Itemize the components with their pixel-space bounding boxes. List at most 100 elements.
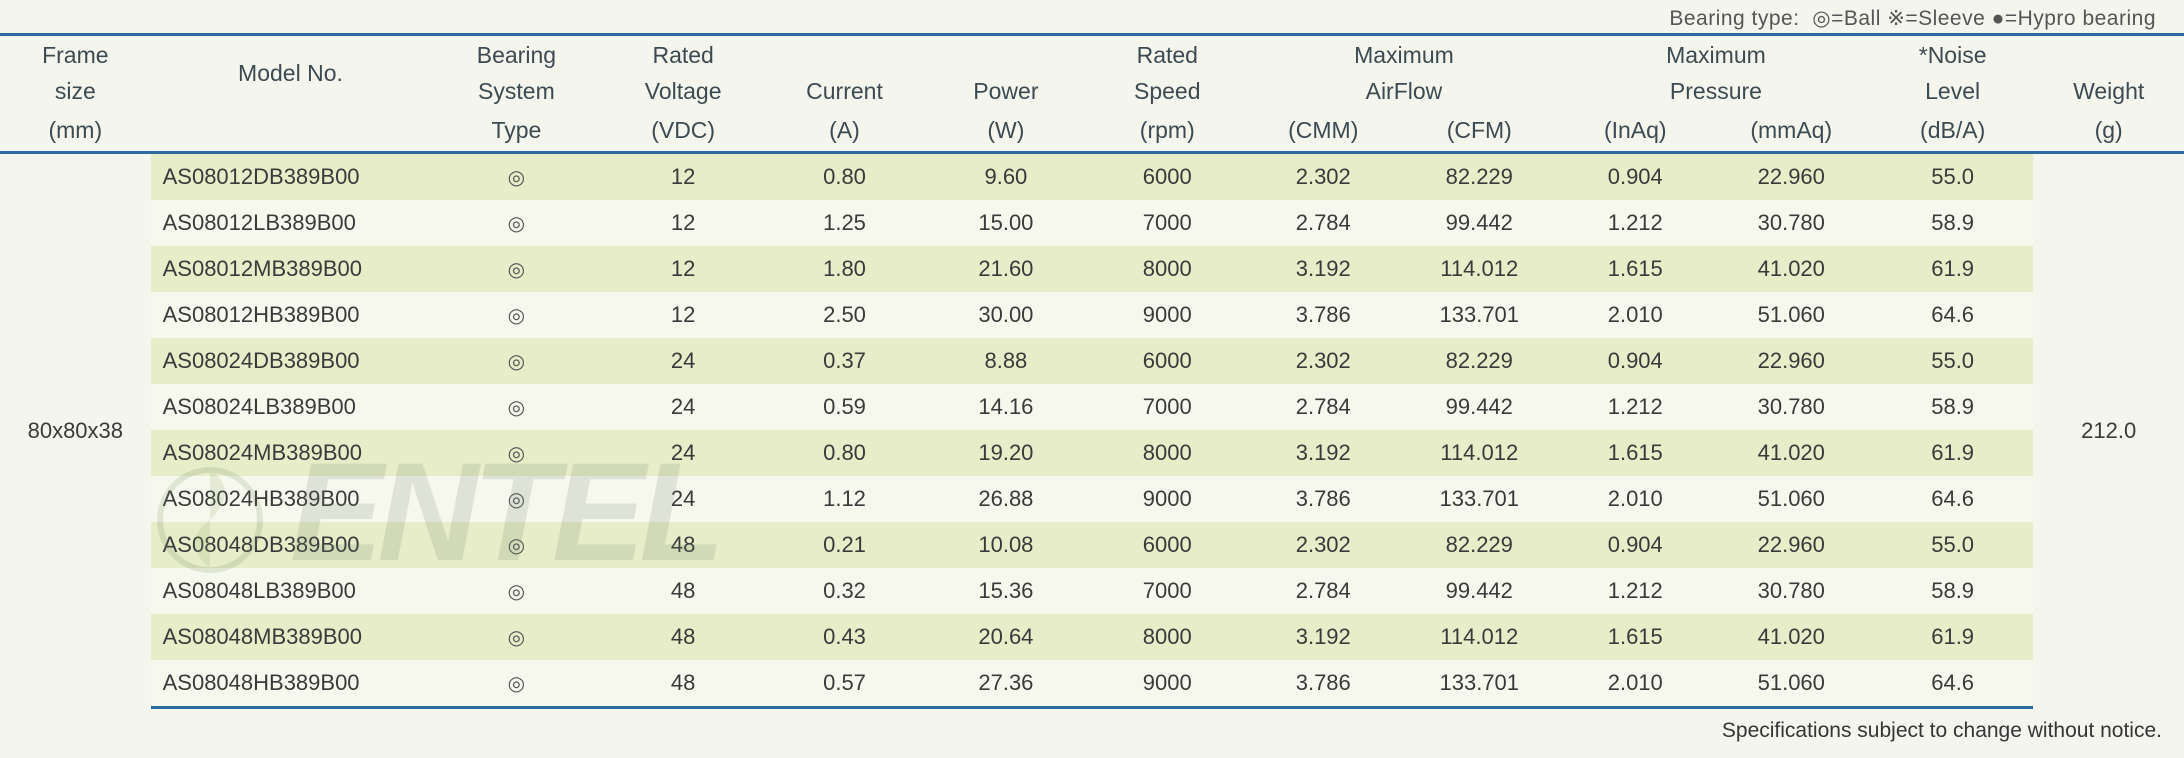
cell-cmm: 2.302 [1248, 152, 1399, 200]
col-noise-unit: (dB/A) [1872, 111, 2033, 152]
cell-speed: 6000 [1087, 338, 1248, 384]
table-row: 80x80x38AS08012DB389B00◎120.809.6060002.… [0, 152, 2184, 200]
cell-noise: 55.0 [1872, 338, 2033, 384]
cell-cfm: 114.012 [1399, 614, 1560, 660]
col-bearing: Bearing System [430, 35, 602, 112]
cell-mmaq: 51.060 [1711, 660, 1872, 708]
ball-bearing-icon: ◎ [508, 397, 525, 419]
cell-mmaq: 41.020 [1711, 246, 1872, 292]
ball-bearing-icon: ◎ [508, 581, 525, 603]
cell-cmm: 3.192 [1248, 246, 1399, 292]
col-mmaq-unit: (mmAq) [1711, 111, 1872, 152]
cell-current: 1.25 [764, 200, 925, 246]
col-voltage-unit: (VDC) [602, 111, 763, 152]
cell-inaq: 2.010 [1560, 476, 1711, 522]
cell-cmm: 3.192 [1248, 614, 1399, 660]
cell-speed: 7000 [1087, 200, 1248, 246]
cell-inaq: 0.904 [1560, 338, 1711, 384]
cell-model: AS08024MB389B00 [151, 430, 431, 476]
cell-voltage: 24 [602, 384, 763, 430]
cell-model: AS08024HB389B00 [151, 476, 431, 522]
legend-hypro-symbol: ● [1992, 7, 2005, 30]
col-weight: Weight [2033, 35, 2184, 112]
ball-bearing-icon: ◎ [508, 213, 525, 235]
cell-speed: 6000 [1087, 522, 1248, 568]
cell-noise: 55.0 [1872, 152, 2033, 200]
cell-noise: 61.9 [1872, 246, 2033, 292]
cell-speed: 9000 [1087, 292, 1248, 338]
ball-bearing-icon: ◎ [508, 673, 525, 695]
cell-speed: 9000 [1087, 476, 1248, 522]
cell-cmm: 2.784 [1248, 200, 1399, 246]
cell-power: 26.88 [925, 476, 1086, 522]
spec-table: Frame size Model No. Bearing System Rate… [0, 33, 2184, 709]
cell-voltage: 48 [602, 522, 763, 568]
col-voltage: Rated Voltage [602, 35, 763, 112]
cell-power: 19.20 [925, 430, 1086, 476]
table-row: AS08048HB389B00◎480.5727.3690003.786133.… [0, 660, 2184, 708]
cell-mmaq: 30.780 [1711, 384, 1872, 430]
cell-cfm: 82.229 [1399, 152, 1560, 200]
cell-inaq: 0.904 [1560, 522, 1711, 568]
cell-current: 0.37 [764, 338, 925, 384]
ball-bearing-icon: ◎ [508, 167, 525, 189]
table-row: AS08012HB389B00◎122.5030.0090003.786133.… [0, 292, 2184, 338]
col-current: Current [764, 35, 925, 112]
cell-cfm: 114.012 [1399, 246, 1560, 292]
col-cfm-unit: (CFM) [1399, 111, 1560, 152]
cell-speed: 9000 [1087, 660, 1248, 708]
cell-noise: 58.9 [1872, 568, 2033, 614]
cell-cfm: 82.229 [1399, 522, 1560, 568]
cell-inaq: 1.212 [1560, 384, 1711, 430]
cell-cfm: 133.701 [1399, 660, 1560, 708]
col-cmm-unit: (CMM) [1248, 111, 1399, 152]
cell-inaq: 1.212 [1560, 568, 1711, 614]
cell-cmm: 3.192 [1248, 430, 1399, 476]
cell-power: 27.36 [925, 660, 1086, 708]
cell-mmaq: 41.020 [1711, 614, 1872, 660]
cell-power: 15.36 [925, 568, 1086, 614]
cell-noise: 61.9 [1872, 614, 2033, 660]
cell-cfm: 133.701 [1399, 292, 1560, 338]
cell-bearing: ◎ [430, 522, 602, 568]
cell-current: 0.59 [764, 384, 925, 430]
cell-inaq: 1.212 [1560, 200, 1711, 246]
cell-current: 0.21 [764, 522, 925, 568]
cell-mmaq: 51.060 [1711, 292, 1872, 338]
cell-voltage: 24 [602, 338, 763, 384]
cell-bearing: ◎ [430, 430, 602, 476]
cell-inaq: 1.615 [1560, 614, 1711, 660]
cell-voltage: 48 [602, 568, 763, 614]
cell-inaq: 2.010 [1560, 660, 1711, 708]
cell-power: 20.64 [925, 614, 1086, 660]
cell-model: AS08048MB389B00 [151, 614, 431, 660]
cell-inaq: 0.904 [1560, 152, 1711, 200]
cell-speed: 7000 [1087, 384, 1248, 430]
cell-cmm: 2.784 [1248, 568, 1399, 614]
cell-cmm: 2.784 [1248, 384, 1399, 430]
col-noise: *Noise Level [1872, 35, 2033, 112]
table-row: AS08048MB389B00◎480.4320.6480003.192114.… [0, 614, 2184, 660]
cell-power: 15.00 [925, 200, 1086, 246]
ball-bearing-icon: ◎ [508, 443, 525, 465]
legend-ball-label: =Ball [1831, 7, 1881, 30]
ball-bearing-icon: ◎ [508, 351, 525, 373]
cell-power: 10.08 [925, 522, 1086, 568]
cell-bearing: ◎ [430, 292, 602, 338]
cell-speed: 8000 [1087, 430, 1248, 476]
cell-speed: 8000 [1087, 246, 1248, 292]
legend-sleeve-label: =Sleeve [1905, 7, 1985, 30]
table-row: AS08012LB389B00◎121.2515.0070002.78499.4… [0, 200, 2184, 246]
ball-bearing-icon: ◎ [508, 305, 525, 327]
cell-cmm: 3.786 [1248, 292, 1399, 338]
cell-cmm: 2.302 [1248, 338, 1399, 384]
cell-current: 0.43 [764, 614, 925, 660]
ball-bearing-icon: ◎ [508, 259, 525, 281]
cell-mmaq: 30.780 [1711, 200, 1872, 246]
cell-cfm: 133.701 [1399, 476, 1560, 522]
cell-noise: 64.6 [1872, 292, 2033, 338]
table-row: AS08048LB389B00◎480.3215.3670002.78499.4… [0, 568, 2184, 614]
cell-current: 1.12 [764, 476, 925, 522]
cell-power: 8.88 [925, 338, 1086, 384]
cell-inaq: 1.615 [1560, 246, 1711, 292]
